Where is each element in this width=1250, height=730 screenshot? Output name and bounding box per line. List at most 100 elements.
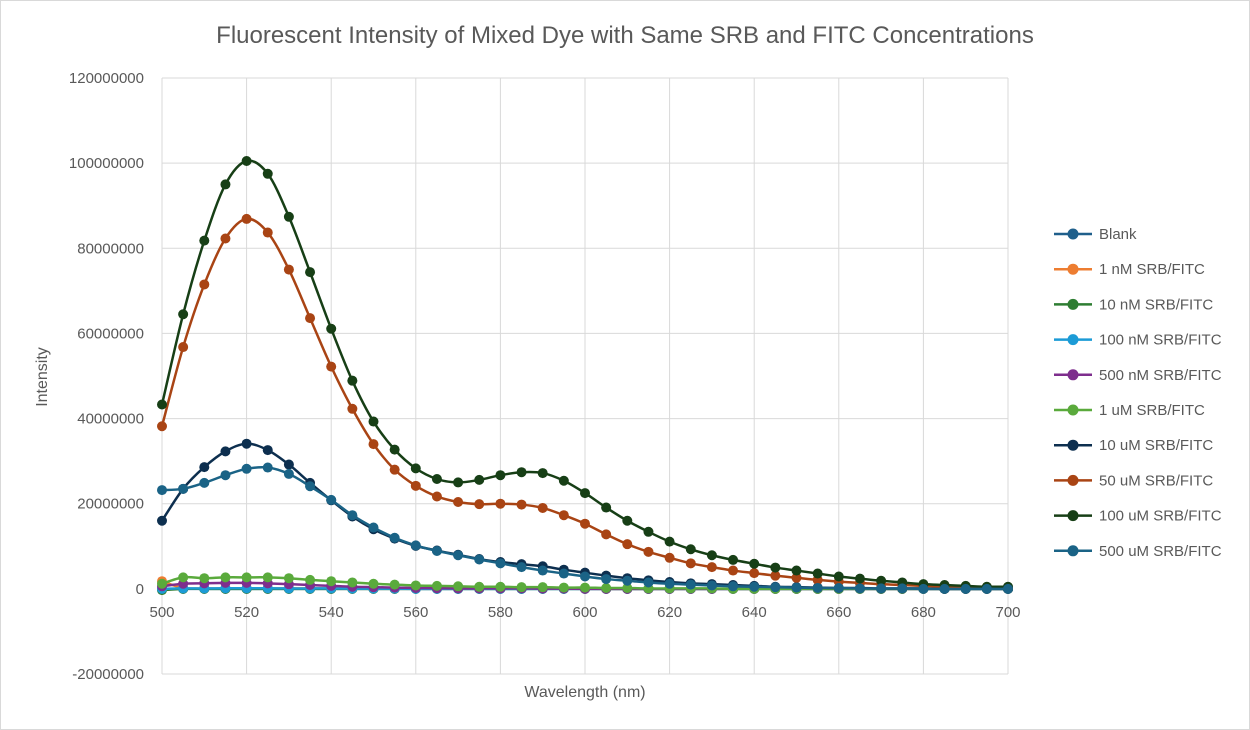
data-point bbox=[326, 576, 337, 587]
legend-item: 500 nM SRB/FITC bbox=[1054, 367, 1222, 384]
data-point bbox=[347, 375, 358, 386]
data-point bbox=[241, 572, 252, 583]
data-point bbox=[728, 565, 739, 576]
data-point bbox=[431, 545, 442, 556]
data-point bbox=[770, 582, 781, 593]
data-point bbox=[939, 583, 950, 594]
y-tick-label: 20000000 bbox=[77, 496, 144, 513]
x-tick-label: 660 bbox=[826, 604, 851, 621]
legend-swatch-marker bbox=[1067, 369, 1079, 381]
data-point bbox=[157, 399, 167, 410]
legend-item: 10 nM SRB/FITC bbox=[1054, 296, 1213, 313]
data-point bbox=[178, 483, 189, 494]
legend-label: 1 uM SRB/FITC bbox=[1099, 402, 1205, 419]
data-point bbox=[516, 499, 527, 510]
data-point bbox=[580, 518, 590, 529]
data-point bbox=[643, 546, 654, 557]
data-point bbox=[305, 267, 316, 278]
data-point bbox=[537, 582, 548, 593]
data-point bbox=[453, 581, 464, 592]
data-point bbox=[283, 468, 294, 479]
data-point bbox=[431, 474, 442, 485]
data-point bbox=[812, 568, 823, 579]
data-point bbox=[749, 568, 760, 579]
legend-item: 100 uM SRB/FITC bbox=[1054, 508, 1222, 525]
data-point bbox=[347, 577, 358, 588]
data-point bbox=[431, 580, 442, 591]
data-point bbox=[220, 572, 231, 583]
y-tick-label: 0 bbox=[136, 581, 144, 598]
legend-swatch-marker bbox=[1067, 263, 1079, 275]
data-point bbox=[241, 213, 252, 224]
data-point bbox=[262, 572, 273, 583]
x-tick-label: 680 bbox=[911, 604, 936, 621]
legend-label: 500 nM SRB/FITC bbox=[1099, 367, 1222, 384]
data-point bbox=[262, 168, 273, 179]
data-point bbox=[220, 446, 231, 457]
data-point bbox=[283, 211, 294, 222]
legend-item: 1 uM SRB/FITC bbox=[1054, 402, 1205, 419]
data-point bbox=[389, 444, 400, 455]
data-point bbox=[981, 583, 992, 594]
data-point bbox=[410, 540, 421, 551]
data-point bbox=[558, 510, 569, 521]
grid bbox=[161, 77, 1009, 675]
data-point bbox=[749, 558, 760, 569]
data-point bbox=[516, 582, 527, 593]
data-point bbox=[431, 491, 442, 502]
data-point bbox=[241, 156, 252, 167]
y-tick-label: 40000000 bbox=[77, 411, 144, 428]
data-point bbox=[410, 580, 421, 591]
data-point bbox=[685, 558, 696, 569]
x-tick-label: 580 bbox=[488, 604, 513, 621]
data-point bbox=[622, 575, 633, 586]
data-point bbox=[368, 439, 379, 450]
legend-item: 1 nM SRB/FITC bbox=[1054, 261, 1205, 278]
data-point bbox=[389, 532, 400, 543]
data-point bbox=[833, 571, 844, 582]
data-point bbox=[601, 529, 612, 540]
legend-label: Blank bbox=[1099, 226, 1137, 243]
data-point bbox=[622, 539, 633, 550]
legend-item: 100 nM SRB/FITC bbox=[1054, 332, 1222, 349]
data-point bbox=[347, 510, 358, 521]
x-tick-label: 540 bbox=[319, 604, 344, 621]
legend-item: 500 uM SRB/FITC bbox=[1054, 543, 1222, 560]
data-point bbox=[410, 463, 421, 474]
data-point bbox=[876, 583, 887, 594]
data-point bbox=[474, 581, 485, 592]
x-tick-label: 620 bbox=[657, 604, 682, 621]
data-point bbox=[178, 342, 189, 353]
data-point bbox=[199, 573, 210, 584]
data-point bbox=[580, 582, 590, 593]
data-point bbox=[199, 462, 210, 473]
data-point bbox=[833, 583, 844, 594]
data-point bbox=[876, 575, 887, 586]
data-point bbox=[918, 583, 929, 594]
data-point bbox=[558, 568, 569, 579]
x-tick-label: 640 bbox=[742, 604, 767, 621]
legend-label: 10 nM SRB/FITC bbox=[1099, 296, 1213, 313]
x-tick-label: 600 bbox=[572, 604, 597, 621]
data-point bbox=[305, 313, 316, 324]
data-point bbox=[389, 579, 400, 590]
legend-item: 10 uM SRB/FITC bbox=[1054, 437, 1213, 454]
x-tick-labels: 500 520 540 560 580 600 620 640 660 680 700 bbox=[149, 604, 1020, 621]
data-point bbox=[558, 475, 569, 486]
data-point bbox=[178, 309, 189, 320]
legend-label: 1 nM SRB/FITC bbox=[1099, 261, 1205, 278]
legend: Blank 1 nM SRB/FITC 10 nM SRB/FITC 100 nM S… bbox=[1054, 226, 1222, 560]
data-point bbox=[283, 573, 294, 584]
data-point bbox=[537, 565, 548, 576]
data-point bbox=[262, 462, 273, 473]
data-point bbox=[283, 264, 294, 275]
series-9 bbox=[157, 462, 1013, 594]
data-point bbox=[157, 578, 167, 589]
data-point bbox=[389, 464, 400, 475]
data-point bbox=[601, 583, 612, 594]
data-point bbox=[262, 445, 273, 456]
data-point bbox=[664, 578, 675, 589]
data-point bbox=[157, 515, 167, 526]
data-point bbox=[495, 470, 506, 481]
data-point bbox=[305, 574, 316, 585]
